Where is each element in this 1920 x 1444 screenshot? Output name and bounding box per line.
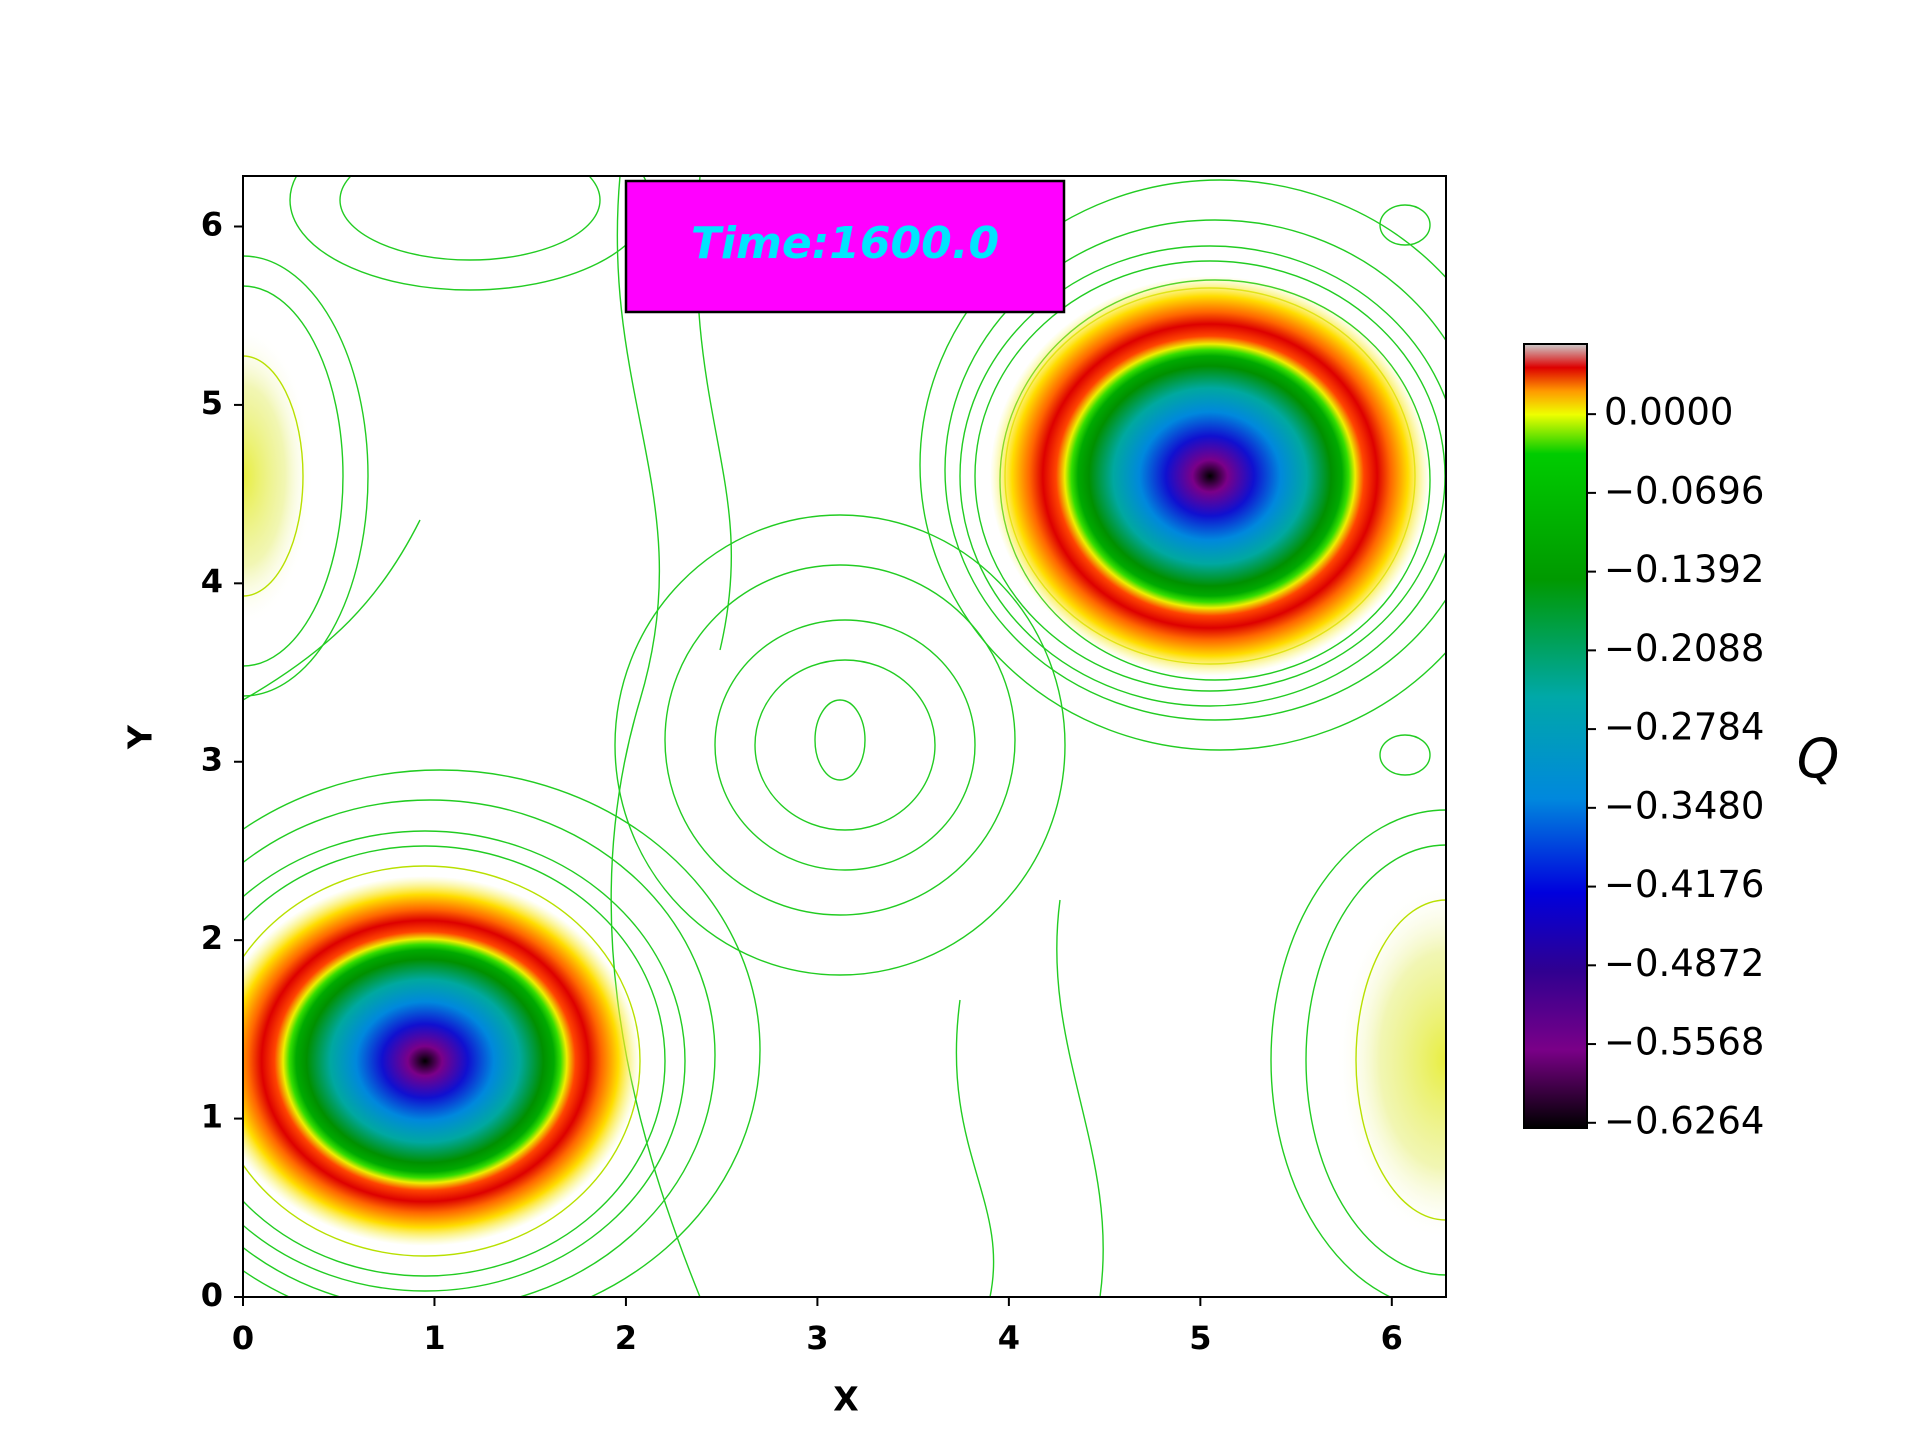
y-tick-label: 0 (201, 1276, 223, 1314)
vortex (243, 876, 640, 1246)
y-tick-label: 2 (201, 919, 223, 957)
colorbar-tick-label: −0.1392 (1604, 548, 1764, 591)
x-tick-label: 5 (1189, 1319, 1211, 1357)
x-tick-label: 4 (998, 1319, 1020, 1357)
y-tick-label: 4 (201, 562, 223, 600)
y-tick-label: 5 (201, 384, 223, 422)
y-axis-label: Y (121, 724, 160, 750)
contour-fill (243, 326, 313, 626)
colorbar-tick-label: −0.5568 (1604, 1021, 1764, 1064)
colorbar-tick-label: −0.4872 (1604, 942, 1764, 985)
x-tick-label: 1 (423, 1319, 445, 1357)
vortex (990, 276, 1430, 676)
colorbar-tick-label: −0.3480 (1604, 784, 1764, 827)
x-tick-label: 0 (232, 1319, 254, 1357)
x-tick-label: 2 (615, 1319, 637, 1357)
colorbar (1523, 343, 1588, 1129)
colorbar-tick-label: −0.6264 (1604, 1099, 1764, 1142)
x-axis-label: X (833, 1380, 858, 1419)
contour-field (243, 176, 1446, 1297)
y-tick-label: 6 (201, 205, 223, 243)
contour-fill (1336, 880, 1446, 1240)
annotation: Time:1600.0 (691, 218, 999, 269)
colorbar-tick-label: −0.2088 (1604, 627, 1764, 670)
colorbar-tick-label: 0.0000 (1604, 391, 1733, 434)
y-tick-label: 3 (201, 741, 223, 779)
x-tick-label: 6 (1381, 1319, 1403, 1357)
colorbar-tick-label: −0.0696 (1604, 469, 1764, 512)
colorbar-label: Q (1797, 728, 1840, 791)
colorbar-tick-label: −0.4176 (1604, 863, 1764, 906)
plot-frame (242, 175, 1447, 1298)
x-tick-label: 3 (806, 1319, 828, 1357)
y-tick-label: 1 (201, 1098, 223, 1136)
annotation-box (624, 179, 1066, 314)
colorbar-tick-label: −0.2784 (1604, 706, 1764, 749)
